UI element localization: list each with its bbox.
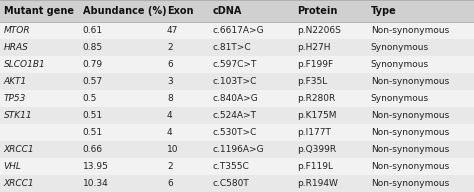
Text: 0.57: 0.57 bbox=[83, 77, 103, 86]
Text: Protein: Protein bbox=[297, 6, 337, 16]
Text: HRAS: HRAS bbox=[4, 43, 28, 52]
Bar bbox=[0, 107, 474, 124]
Text: 4: 4 bbox=[167, 111, 173, 120]
Text: Non-synonymous: Non-synonymous bbox=[371, 162, 449, 171]
Bar bbox=[0, 56, 474, 73]
Bar bbox=[0, 39, 474, 56]
Text: AKT1: AKT1 bbox=[4, 77, 27, 86]
Text: p.F199F: p.F199F bbox=[297, 60, 333, 69]
Text: 47: 47 bbox=[167, 26, 178, 35]
Text: XRCC1: XRCC1 bbox=[4, 145, 35, 154]
Text: 6: 6 bbox=[167, 179, 173, 188]
Text: cDNA: cDNA bbox=[213, 6, 242, 16]
Text: STK11: STK11 bbox=[4, 111, 32, 120]
Text: Non-synonymous: Non-synonymous bbox=[371, 111, 449, 120]
Text: 3: 3 bbox=[167, 77, 173, 86]
Text: VHL: VHL bbox=[4, 162, 22, 171]
Bar bbox=[0, 141, 474, 158]
Text: p.R194W: p.R194W bbox=[297, 179, 338, 188]
Text: p.R280R: p.R280R bbox=[297, 94, 335, 103]
Bar bbox=[0, 22, 474, 39]
Text: 6: 6 bbox=[167, 60, 173, 69]
Text: Synonymous: Synonymous bbox=[371, 43, 429, 52]
Text: Non-synonymous: Non-synonymous bbox=[371, 26, 449, 35]
Text: c.T355C: c.T355C bbox=[213, 162, 249, 171]
Text: c.530T>C: c.530T>C bbox=[213, 128, 257, 137]
Text: c.840A>G: c.840A>G bbox=[213, 94, 258, 103]
Text: 13.95: 13.95 bbox=[83, 162, 109, 171]
Text: MTOR: MTOR bbox=[4, 26, 30, 35]
Text: 0.61: 0.61 bbox=[83, 26, 103, 35]
Text: Non-synonymous: Non-synonymous bbox=[371, 145, 449, 154]
Text: p.N2206S: p.N2206S bbox=[297, 26, 341, 35]
Text: 0.51: 0.51 bbox=[83, 111, 103, 120]
Text: c.597C>T: c.597C>T bbox=[213, 60, 257, 69]
Text: XRCC1: XRCC1 bbox=[4, 179, 35, 188]
Bar bbox=[0, 175, 474, 192]
Text: SLCO1B1: SLCO1B1 bbox=[4, 60, 46, 69]
Bar bbox=[0, 73, 474, 90]
Text: TP53: TP53 bbox=[4, 94, 26, 103]
Text: p.I177T: p.I177T bbox=[297, 128, 331, 137]
Text: Non-synonymous: Non-synonymous bbox=[371, 179, 449, 188]
Text: Non-synonymous: Non-synonymous bbox=[371, 77, 449, 86]
Text: 2: 2 bbox=[167, 43, 173, 52]
Text: c.C580T: c.C580T bbox=[213, 179, 249, 188]
Text: p.F119L: p.F119L bbox=[297, 162, 333, 171]
Text: Synonymous: Synonymous bbox=[371, 60, 429, 69]
Text: 0.79: 0.79 bbox=[83, 60, 103, 69]
Text: c.524A>T: c.524A>T bbox=[213, 111, 257, 120]
Text: c.103T>C: c.103T>C bbox=[213, 77, 257, 86]
Text: c.1196A>G: c.1196A>G bbox=[213, 145, 264, 154]
Text: Mutant gene: Mutant gene bbox=[4, 6, 74, 16]
Bar bbox=[0, 124, 474, 141]
Bar bbox=[0, 158, 474, 175]
Text: 2: 2 bbox=[167, 162, 173, 171]
Bar bbox=[0, 90, 474, 107]
Text: Non-synonymous: Non-synonymous bbox=[371, 128, 449, 137]
Text: Synonymous: Synonymous bbox=[371, 94, 429, 103]
Text: 8: 8 bbox=[167, 94, 173, 103]
Text: 10: 10 bbox=[167, 145, 178, 154]
Text: 0.5: 0.5 bbox=[83, 94, 97, 103]
Bar bbox=[0, 0, 474, 22]
Text: 0.66: 0.66 bbox=[83, 145, 103, 154]
Text: Abundance (%): Abundance (%) bbox=[83, 6, 166, 16]
Text: p.H27H: p.H27H bbox=[297, 43, 330, 52]
Text: 0.85: 0.85 bbox=[83, 43, 103, 52]
Text: 0.51: 0.51 bbox=[83, 128, 103, 137]
Text: c.81T>C: c.81T>C bbox=[213, 43, 251, 52]
Text: Type: Type bbox=[371, 6, 397, 16]
Text: 10.34: 10.34 bbox=[83, 179, 109, 188]
Text: 4: 4 bbox=[167, 128, 173, 137]
Text: p.F35L: p.F35L bbox=[297, 77, 327, 86]
Text: c.6617A>G: c.6617A>G bbox=[213, 26, 264, 35]
Text: p.Q399R: p.Q399R bbox=[297, 145, 336, 154]
Text: p.K175M: p.K175M bbox=[297, 111, 337, 120]
Text: Exon: Exon bbox=[167, 6, 193, 16]
